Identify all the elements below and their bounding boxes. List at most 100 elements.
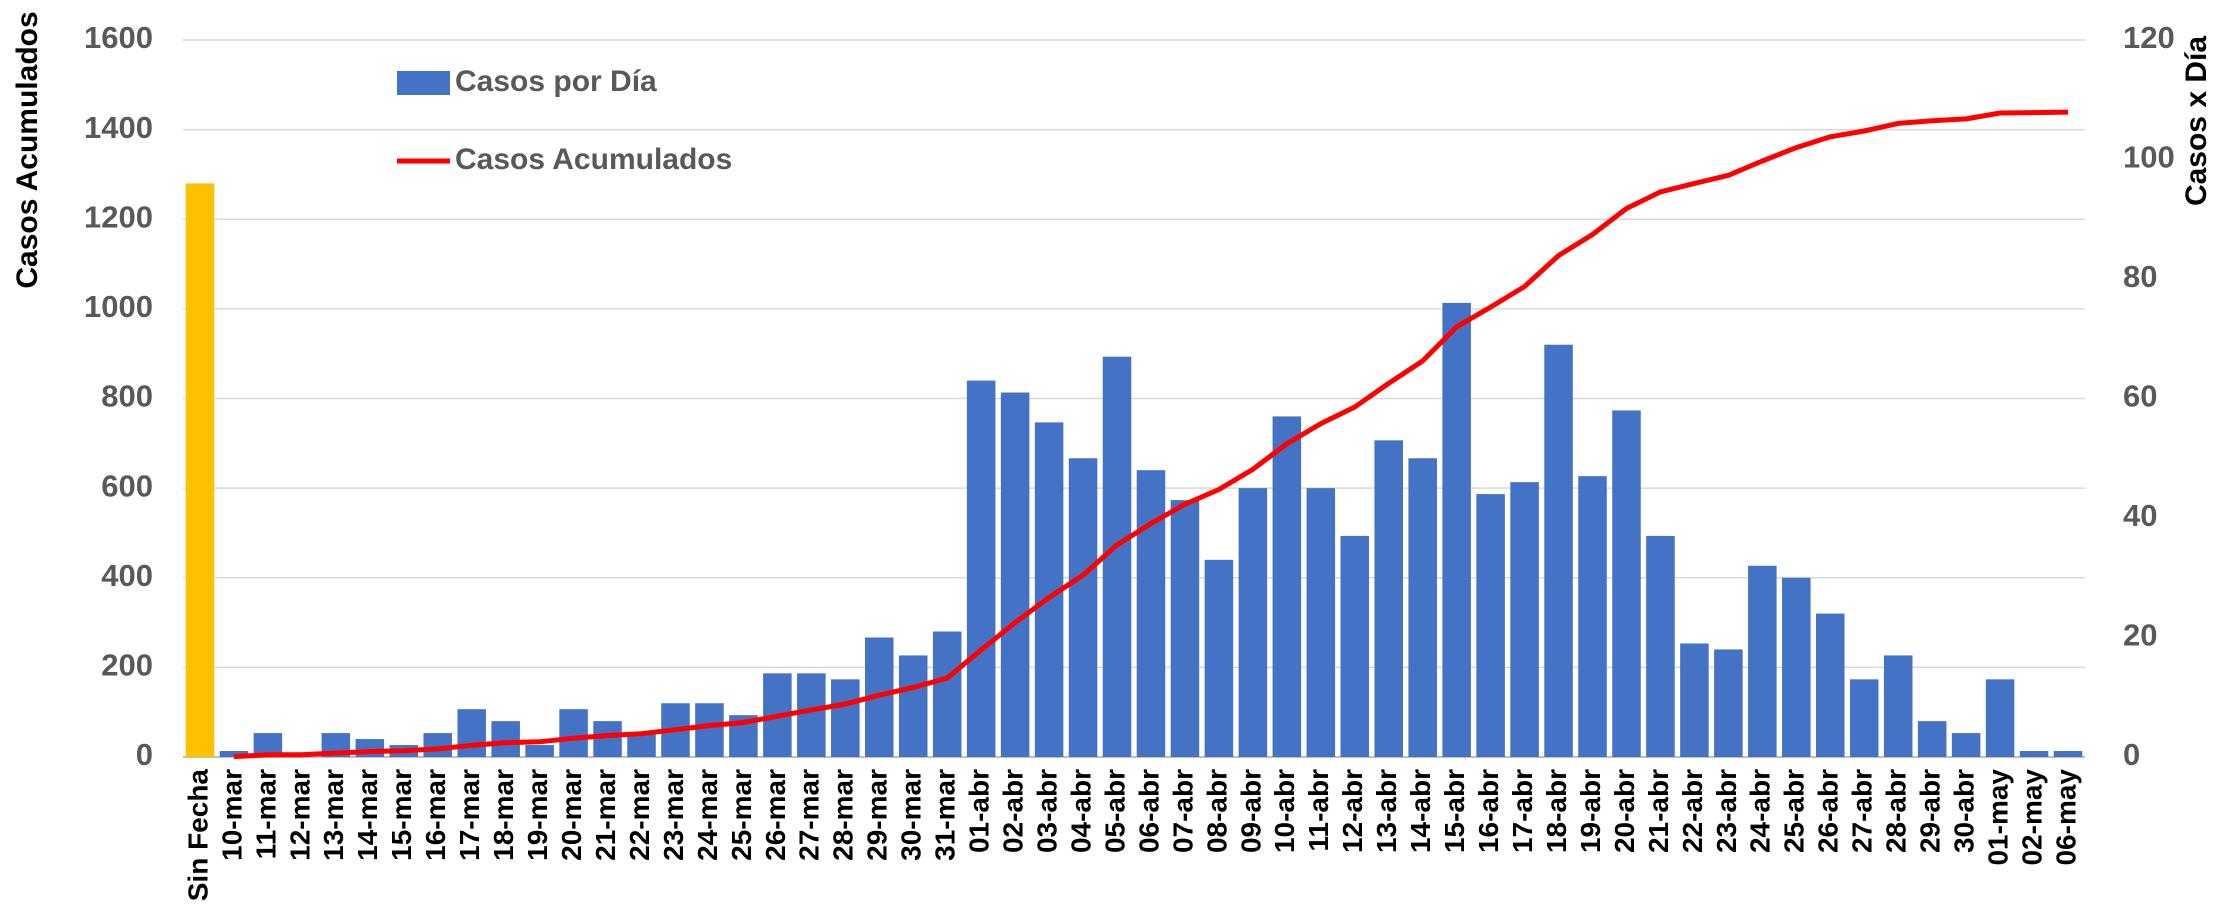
x-tick-label: 20-abr <box>1609 769 1640 853</box>
y-tick-label: 1200 <box>84 199 153 234</box>
x-tick-label: 18-abr <box>1541 769 1572 853</box>
y-axis-title: Casos Acumulados <box>11 11 44 288</box>
x-tick-label: 11-mar <box>250 769 281 859</box>
x-tick-label: 07-abr <box>1167 769 1198 853</box>
x-tick-label: 14-mar <box>352 769 383 861</box>
x-tick-label: 03-abr <box>1031 769 1062 853</box>
bar <box>1714 649 1743 757</box>
x-tick-label: 16-mar <box>420 769 451 861</box>
x-tick-label: 12-mar <box>284 769 315 861</box>
x-tick-label: 10-abr <box>1269 769 1300 853</box>
x-tick-label: 15-abr <box>1439 769 1470 853</box>
x-tick-label: 21-abr <box>1643 769 1674 853</box>
x-tick-label: 06-abr <box>1133 769 1164 853</box>
y2-tick-label: 0 <box>2123 737 2140 772</box>
x-tick-label: 27-mar <box>794 769 825 861</box>
y-tick-label: 600 <box>101 468 153 503</box>
bar <box>559 709 588 757</box>
x-tick-label: 30-mar <box>896 769 927 861</box>
bar <box>1544 344 1573 757</box>
x-tick-label: 18-mar <box>488 769 519 861</box>
bar <box>1136 470 1166 757</box>
x-tick-label: Sin Fecha <box>182 769 213 902</box>
y2-tick-label: 80 <box>2123 259 2157 294</box>
bar <box>1238 488 1268 757</box>
bar <box>1849 679 1879 757</box>
bar <box>898 655 928 757</box>
x-tick-label: 28-abr <box>1881 769 1912 853</box>
x-tick-label: 27-abr <box>1847 769 1878 853</box>
y2-tick-label: 120 <box>2123 20 2175 55</box>
bar <box>1068 458 1098 757</box>
x-tick-label: 01-abr <box>964 769 995 853</box>
bar <box>1612 410 1641 757</box>
x-tick-label: 02-may <box>2016 769 2047 866</box>
x-tick-label: 22-mar <box>624 769 655 861</box>
x-tick-label: 06-may <box>2050 769 2081 866</box>
y2-tick-label: 40 <box>2123 498 2157 533</box>
x-tick-label: 09-abr <box>1235 769 1266 853</box>
legend-swatch <box>397 71 450 95</box>
bar <box>1646 535 1675 757</box>
x-tick-label: 08-abr <box>1201 769 1232 853</box>
bar <box>932 631 962 757</box>
bar <box>831 679 860 757</box>
bar <box>185 183 215 757</box>
x-tick-label: 16-abr <box>1473 769 1504 853</box>
x-tick-label: 05-abr <box>1099 769 1130 853</box>
bar <box>2053 751 2083 757</box>
x-tick-label: 26-abr <box>1813 769 1844 853</box>
bar <box>1408 458 1437 757</box>
bar <box>1442 302 1471 757</box>
bar <box>1000 392 1030 757</box>
x-tick-label: 19-abr <box>1575 769 1606 853</box>
bar <box>1204 559 1234 757</box>
bar <box>219 751 249 757</box>
bar <box>525 745 554 757</box>
bar <box>1102 356 1132 757</box>
x-tick-label: 30-abr <box>1949 769 1980 853</box>
bar <box>1340 535 1370 757</box>
x-tick-label: 22-abr <box>1677 769 1708 853</box>
x-tick-label: 26-mar <box>760 769 791 861</box>
bar <box>1883 655 1913 757</box>
bar <box>1985 679 2015 757</box>
y-tick-label: 1000 <box>84 289 153 324</box>
line <box>233 109 2069 760</box>
bar <box>1272 416 1302 757</box>
x-tick-label: 17-abr <box>1507 769 1538 853</box>
y2-tick-label: 100 <box>2123 140 2175 175</box>
x-tick-label: 02-abr <box>998 769 1029 853</box>
y-tick-label: 0 <box>136 737 153 772</box>
bar <box>966 380 996 757</box>
bar <box>491 721 520 757</box>
bar <box>1170 500 1200 757</box>
bar <box>695 703 724 757</box>
bar <box>1306 488 1336 757</box>
bar <box>593 721 622 757</box>
y2-tick-label: 20 <box>2123 618 2157 653</box>
bar <box>1748 565 1777 757</box>
bar <box>627 733 656 757</box>
x-tick-label: 11-abr <box>1303 769 1334 852</box>
x-tick-label: 24-abr <box>1745 769 1776 853</box>
y-tick-label: 400 <box>101 558 153 593</box>
x-tick-label: 29-abr <box>1915 769 1946 853</box>
x-tick-label: 01-may <box>1982 769 2013 866</box>
x-tick-label: 19-mar <box>522 769 553 861</box>
x-tick-label: 21-mar <box>590 769 621 861</box>
bar <box>1680 643 1709 757</box>
bar <box>2019 751 2049 757</box>
x-tick-label: 12-abr <box>1337 769 1368 853</box>
x-tick-label: 23-abr <box>1711 769 1742 853</box>
x-tick-label: 20-mar <box>556 769 587 861</box>
x-tick-label: 15-mar <box>386 769 417 861</box>
y-tick-label: 1400 <box>84 110 153 145</box>
x-tick-label: 24-mar <box>692 769 723 861</box>
bar <box>1951 733 1981 757</box>
bar <box>457 709 486 757</box>
y-tick-label: 800 <box>101 379 153 414</box>
y2-axis-title: Casos x Día <box>2180 36 2213 206</box>
bar <box>1374 440 1403 757</box>
